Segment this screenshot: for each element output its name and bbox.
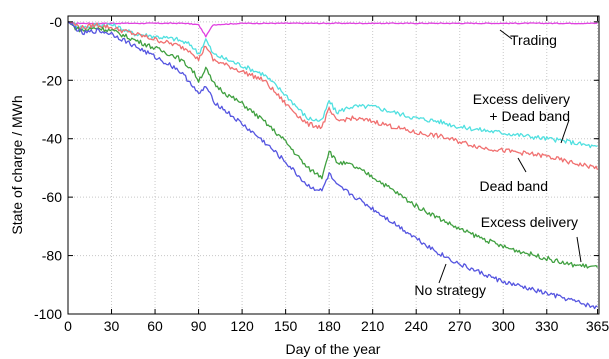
series-line xyxy=(67,21,599,171)
annotation-line: Excess delivery xyxy=(473,91,570,107)
series-lines xyxy=(67,21,599,310)
x-tick-label: 365 xyxy=(586,318,609,334)
annotation-line: Trading xyxy=(510,32,557,48)
annotation-label: Excess delivery + Dead band xyxy=(473,91,570,124)
x-tick-label: 330 xyxy=(535,318,559,334)
y-tick-label: -60 xyxy=(42,189,62,205)
annotation-leader xyxy=(438,263,447,284)
annotation-label: Trading xyxy=(510,32,557,48)
y-axis-title: State of charge / MWh xyxy=(9,95,25,234)
x-tick-label: 270 xyxy=(448,318,472,334)
x-tick-label: 0 xyxy=(64,318,72,334)
y-tick-label: -40 xyxy=(42,131,62,147)
annotation-leader xyxy=(517,157,527,173)
x-tick-label: 60 xyxy=(147,318,163,334)
x-tick-label: 120 xyxy=(230,318,254,334)
x-tick-label: 180 xyxy=(317,318,341,334)
x-tick-label: 90 xyxy=(191,318,207,334)
annotation-label: Excess delivery xyxy=(481,214,578,230)
x-tick-label: 210 xyxy=(361,318,385,334)
annotation-leader xyxy=(499,29,513,40)
annotation-leader xyxy=(576,236,582,263)
x-axis-title: Day of the year xyxy=(286,341,381,357)
y-tick-label: -0 xyxy=(50,14,63,30)
series-line xyxy=(67,21,598,149)
x-tick-label: 240 xyxy=(405,318,429,334)
series-line xyxy=(67,21,598,310)
x-tick-label: 30 xyxy=(104,318,120,334)
annotation-line: Excess delivery xyxy=(481,214,578,230)
annotation-line: + Dead band xyxy=(489,108,570,124)
annotation-leader xyxy=(560,119,570,144)
y-tick-label: -100 xyxy=(34,306,62,322)
plot-background xyxy=(68,16,599,314)
x-tick-label: 150 xyxy=(274,318,298,334)
y-tick-label: -20 xyxy=(42,72,62,88)
annotation-line: No strategy xyxy=(414,282,486,298)
x-tick-label: 300 xyxy=(492,318,516,334)
annotation-label: Dead band xyxy=(479,178,548,194)
annotation-line: Dead band xyxy=(479,178,548,194)
series-line xyxy=(67,21,598,38)
ticks: 0 30 60 90 120 150 180 210 240 270 300 330 365 -100 -8… xyxy=(34,14,609,334)
y-tick-label: -80 xyxy=(42,248,62,264)
plot-frame xyxy=(67,15,600,315)
series-line xyxy=(67,21,599,269)
annotation-label: No strategy xyxy=(414,282,486,298)
